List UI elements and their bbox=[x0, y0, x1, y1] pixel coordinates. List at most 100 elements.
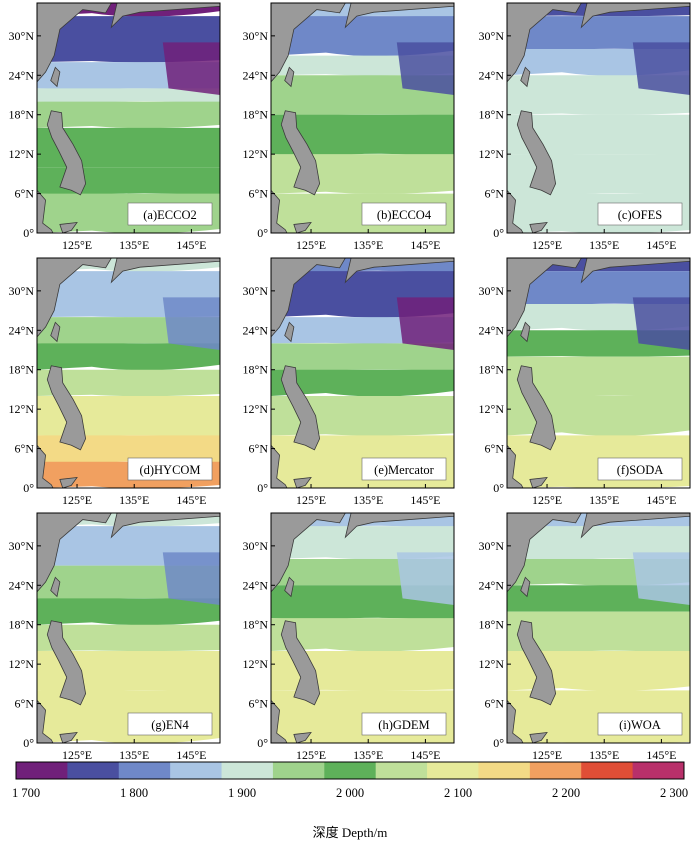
lat-tick-label: 6°N bbox=[249, 442, 269, 456]
panel-frame bbox=[506, 257, 691, 489]
depth-band bbox=[507, 611, 690, 654]
colorbar-tick-label: 2 000 bbox=[336, 786, 364, 800]
land-borneo bbox=[507, 444, 524, 488]
lat-tick-label: 30°N bbox=[243, 29, 269, 43]
lon-tick-label: 125°E bbox=[532, 493, 562, 507]
depth-band bbox=[37, 127, 220, 168]
colorbar-tick-label: 1 800 bbox=[120, 786, 148, 800]
lon-tick-label: 125°E bbox=[62, 238, 92, 252]
land-taiwan bbox=[50, 321, 61, 343]
panel-label: (d)HYCOM bbox=[127, 457, 213, 481]
colorbar: 1 700 1 800 1 900 2 000 2 100 2 200 2 300 bbox=[12, 761, 688, 800]
depth-band bbox=[37, 88, 220, 106]
lat-tick-label: 6°N bbox=[15, 442, 35, 456]
land-japan bbox=[580, 3, 690, 29]
lat-tick-label: 18°N bbox=[9, 363, 35, 377]
lat-tick-label: 24°N bbox=[479, 578, 505, 592]
land-japan bbox=[110, 3, 220, 29]
panel-label-text: (d)HYCOM bbox=[139, 463, 200, 477]
lat-tick-label: 12°N bbox=[479, 147, 505, 161]
lon-tick-label: 145°E bbox=[410, 748, 440, 762]
map-panel: 30°N 24°N 18°N 12°N 6°N 0° 125°E 135°E 145°E (h)G… bbox=[243, 512, 455, 762]
lat-tick-label: 18°N bbox=[243, 363, 269, 377]
lat-tick-label: 30°N bbox=[243, 539, 269, 553]
colorbar-swatch bbox=[221, 762, 274, 779]
lat-tick-label: 24°N bbox=[479, 68, 505, 82]
land-sulawesi bbox=[529, 221, 548, 233]
lat-tick-label: 18°N bbox=[479, 363, 505, 377]
colorbar-tick-label: 2 300 bbox=[660, 786, 688, 800]
colorbar-swatch bbox=[632, 762, 685, 779]
land-sulawesi bbox=[293, 476, 312, 488]
depth-patch bbox=[396, 42, 454, 95]
land-taiwan bbox=[50, 66, 61, 88]
panel-label: (e)Mercator bbox=[361, 457, 447, 481]
lat-tick-label: 12°N bbox=[9, 402, 35, 416]
lat-tick-label: 30°N bbox=[479, 284, 505, 298]
lon-tick-label: 145°E bbox=[176, 748, 206, 762]
lon-tick-label: 135°E bbox=[589, 238, 619, 252]
colorbar-swatch bbox=[529, 762, 582, 779]
depth-band bbox=[507, 114, 690, 156]
colorbar-swatch bbox=[170, 762, 223, 779]
land-asia bbox=[271, 258, 346, 338]
panel-frame bbox=[36, 2, 221, 234]
colorbar-swatch bbox=[581, 762, 634, 779]
land-asia bbox=[507, 258, 582, 338]
lat-tick-label: 18°N bbox=[479, 618, 505, 632]
lat-tick-label: 18°N bbox=[243, 618, 269, 632]
land-borneo bbox=[271, 189, 288, 233]
lon-tick-label: 145°E bbox=[646, 238, 676, 252]
lat-tick-label: 6°N bbox=[15, 187, 35, 201]
colorbar-swatch bbox=[324, 762, 377, 779]
lon-tick-label: 135°E bbox=[589, 493, 619, 507]
colorbar-swatch bbox=[427, 762, 479, 779]
lat-tick-label: 24°N bbox=[243, 323, 269, 337]
land-taiwan bbox=[520, 576, 531, 598]
land-sulawesi bbox=[529, 731, 548, 743]
depth-band bbox=[271, 114, 454, 159]
panel-label-text: (f)SODA bbox=[617, 463, 664, 477]
land-taiwan bbox=[284, 576, 295, 598]
map-panel: 30°N 24°N 18°N 12°N 6°N 0° 125°E 135°E 145°E (b)E… bbox=[243, 2, 455, 252]
land-asia bbox=[37, 258, 112, 338]
land-borneo bbox=[271, 444, 288, 488]
colorbar-frame bbox=[15, 761, 685, 780]
land-philippines bbox=[46, 620, 87, 706]
land-taiwan bbox=[520, 66, 531, 88]
land-sulawesi bbox=[59, 731, 78, 743]
lat-tick-label: 0° bbox=[23, 481, 34, 495]
colorbar-swatch bbox=[67, 762, 120, 779]
land-philippines bbox=[516, 110, 557, 196]
land-sulawesi bbox=[293, 731, 312, 743]
panel-label-text: (c)OFES bbox=[618, 208, 662, 222]
lat-tick-label: 6°N bbox=[249, 187, 269, 201]
lat-tick-label: 18°N bbox=[9, 108, 35, 122]
panel-label: (h)GDEM bbox=[361, 712, 447, 736]
lat-tick-label: 30°N bbox=[479, 539, 505, 553]
land-sulawesi bbox=[59, 476, 78, 488]
lon-tick-label: 145°E bbox=[410, 493, 440, 507]
lon-tick-label: 125°E bbox=[62, 493, 92, 507]
depth-band bbox=[37, 343, 220, 371]
lat-tick-label: 0° bbox=[493, 481, 504, 495]
land-philippines bbox=[280, 365, 321, 451]
lon-tick-label: 135°E bbox=[119, 238, 149, 252]
land-borneo bbox=[271, 699, 288, 743]
land-japan bbox=[580, 513, 690, 539]
colorbar-swatch bbox=[478, 762, 531, 779]
panel-label: (i)WOA bbox=[597, 712, 683, 736]
land-philippines bbox=[280, 110, 321, 196]
lat-tick-label: 30°N bbox=[243, 284, 269, 298]
lat-tick-label: 30°N bbox=[9, 29, 35, 43]
panel-frame bbox=[270, 2, 455, 234]
colorbar-swatch bbox=[375, 762, 428, 779]
lat-tick-label: 12°N bbox=[9, 657, 35, 671]
panel-label-text: (e)Mercator bbox=[374, 463, 435, 477]
panel-label: (a)ECCO2 bbox=[127, 202, 213, 226]
lon-tick-label: 145°E bbox=[176, 238, 206, 252]
land-japan bbox=[344, 258, 454, 284]
lat-tick-label: 6°N bbox=[485, 442, 505, 456]
depth-band bbox=[37, 101, 220, 129]
lat-tick-label: 18°N bbox=[243, 108, 269, 122]
